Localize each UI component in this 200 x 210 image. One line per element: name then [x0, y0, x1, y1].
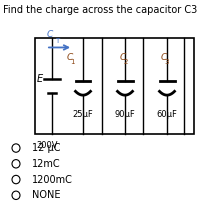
Text: 200V: 200V	[36, 141, 58, 150]
Text: NONE: NONE	[32, 190, 60, 200]
Bar	[35, 38, 194, 134]
Text: 60μF: 60μF	[157, 110, 177, 119]
Text: 1: 1	[70, 59, 75, 65]
Text: 1200mC: 1200mC	[32, 175, 73, 185]
Text: 12mC: 12mC	[32, 159, 61, 169]
Text: C: C	[120, 53, 126, 62]
Text: T: T	[55, 38, 59, 44]
Text: C: C	[160, 53, 167, 62]
Text: C: C	[47, 30, 53, 39]
Text: 90μF: 90μF	[115, 110, 135, 119]
Text: 25μF: 25μF	[73, 110, 93, 119]
Text: E: E	[36, 74, 42, 84]
Text: C: C	[66, 53, 73, 62]
Text: Find the charge across the capacitor C3: Find the charge across the capacitor C3	[3, 5, 197, 15]
Text: 12 μC: 12 μC	[32, 143, 60, 153]
Text: 2: 2	[124, 59, 128, 65]
Text: 3: 3	[164, 59, 169, 65]
